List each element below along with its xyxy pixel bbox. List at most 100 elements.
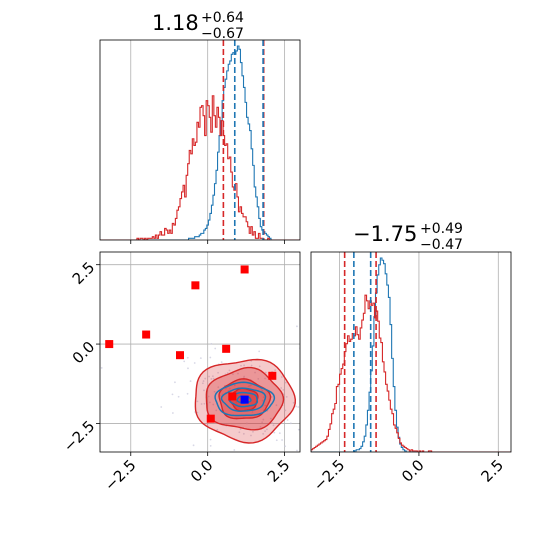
sample-point bbox=[273, 431, 276, 434]
red-square-marker bbox=[240, 265, 249, 274]
sample-point bbox=[217, 371, 219, 374]
title-param-1-plus: +0.64 bbox=[201, 10, 244, 26]
sample-point bbox=[258, 365, 261, 368]
sample-point bbox=[237, 372, 239, 375]
sample-point bbox=[258, 350, 261, 353]
sample-point bbox=[208, 401, 211, 404]
sample-point bbox=[210, 378, 213, 380]
param-2-histogram-red bbox=[311, 294, 511, 452]
sample-point bbox=[171, 412, 174, 414]
sample-point bbox=[233, 510, 235, 512]
sample-point bbox=[183, 360, 186, 363]
red-square-marker bbox=[228, 392, 237, 401]
sample-point bbox=[285, 395, 288, 398]
sample-point bbox=[239, 428, 242, 430]
sample-point bbox=[177, 395, 180, 398]
sample-point bbox=[261, 399, 264, 402]
sample-point bbox=[281, 439, 283, 441]
sample-point bbox=[215, 409, 218, 412]
sample-point bbox=[160, 406, 163, 408]
sample-point bbox=[208, 375, 210, 378]
x-tick-label: 2.5 bbox=[264, 456, 294, 486]
sample-point bbox=[292, 401, 295, 404]
sample-point bbox=[264, 371, 267, 374]
sample-point bbox=[174, 381, 176, 384]
sample-point bbox=[203, 402, 206, 405]
red-square-marker bbox=[222, 344, 231, 353]
sample-point bbox=[261, 389, 264, 392]
contour-blue bbox=[220, 387, 267, 412]
y-tick-label: 0.0 bbox=[69, 338, 99, 368]
sample-point bbox=[187, 367, 189, 370]
x-tick-label: 2.5 bbox=[478, 456, 508, 486]
sample-point bbox=[210, 343, 213, 345]
sample-point bbox=[282, 388, 285, 391]
sample-point bbox=[254, 371, 256, 374]
sample-point bbox=[211, 375, 214, 378]
sample-point bbox=[226, 372, 229, 374]
sample-point bbox=[307, 395, 309, 397]
x-tick-label: 0.0 bbox=[398, 456, 428, 486]
sample-point bbox=[250, 364, 253, 367]
sample-point bbox=[242, 432, 245, 435]
sample-point bbox=[217, 386, 220, 389]
sample-point bbox=[228, 369, 231, 372]
sample-point bbox=[296, 325, 298, 328]
sample-point bbox=[251, 411, 254, 413]
sample-point bbox=[303, 390, 305, 392]
sample-point bbox=[269, 417, 272, 420]
title-param-1-value: 1.18 bbox=[152, 11, 199, 35]
sample-point bbox=[259, 425, 262, 428]
sample-point bbox=[264, 430, 266, 432]
sample-point bbox=[262, 432, 265, 435]
title-param-2-plus: +0.49 bbox=[420, 221, 463, 237]
sample-point bbox=[252, 430, 254, 433]
sample-point bbox=[264, 377, 266, 380]
x-tick-label: −2.5 bbox=[310, 456, 348, 494]
sample-point bbox=[225, 387, 227, 390]
sample-point bbox=[186, 392, 189, 395]
sample-point bbox=[284, 409, 287, 412]
sample-point bbox=[196, 400, 199, 403]
red-square-marker bbox=[268, 371, 277, 380]
sample-point bbox=[199, 357, 202, 360]
y-tick-label: −2.5 bbox=[60, 417, 98, 455]
sample-point bbox=[100, 367, 103, 369]
param-1-histogram-red bbox=[100, 95, 300, 240]
sample-point bbox=[236, 394, 239, 397]
sample-point bbox=[271, 422, 274, 424]
sample-point bbox=[209, 356, 212, 359]
sample-point bbox=[286, 419, 289, 421]
sample-point bbox=[280, 376, 283, 378]
sample-point bbox=[214, 347, 217, 350]
sample-point bbox=[228, 387, 231, 390]
sample-point bbox=[202, 380, 205, 382]
y-tick-label: 2.5 bbox=[69, 258, 99, 288]
red-square-marker bbox=[105, 340, 114, 349]
contour-blue bbox=[214, 381, 276, 417]
histogram-panel-param-1 bbox=[99, 39, 301, 244]
sample-point bbox=[232, 373, 234, 375]
sample-point bbox=[275, 404, 278, 407]
sample-point bbox=[240, 364, 242, 367]
sample-point bbox=[192, 444, 195, 447]
sample-point bbox=[275, 439, 278, 442]
joint-panel: −2.5 0.0 2.5 2.5 0.0 −2.5 bbox=[60, 251, 357, 512]
sample-point bbox=[193, 362, 196, 364]
sample-point bbox=[250, 434, 252, 437]
sample-point bbox=[209, 438, 212, 441]
sample-point bbox=[261, 421, 264, 424]
sample-point bbox=[297, 406, 300, 408]
histogram-frame bbox=[310, 251, 512, 453]
sample-point bbox=[355, 398, 357, 400]
sample-point bbox=[297, 428, 300, 431]
sample-point bbox=[246, 422, 248, 425]
joint-frame bbox=[99, 251, 301, 453]
sample-point bbox=[171, 393, 174, 396]
x-tick-label: −2.5 bbox=[101, 456, 139, 494]
sample-point bbox=[207, 395, 210, 398]
param-2-histogram-blue bbox=[311, 257, 511, 452]
sample-point bbox=[296, 449, 298, 452]
sample-point bbox=[266, 428, 268, 431]
